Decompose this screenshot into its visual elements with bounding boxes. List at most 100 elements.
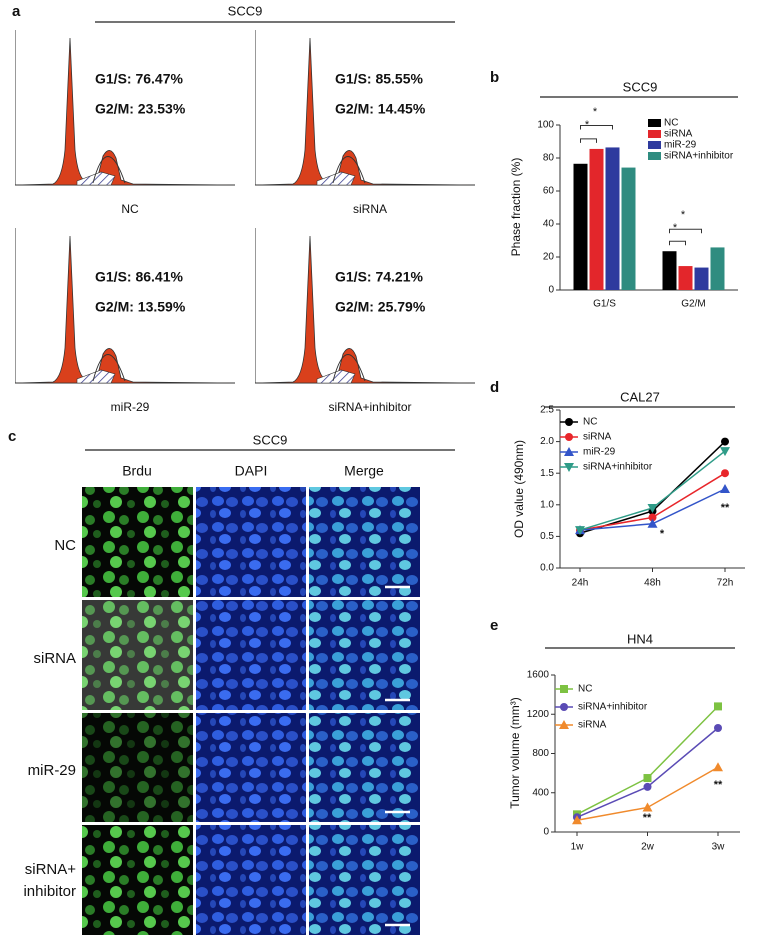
y-tick-label: 20 bbox=[543, 252, 555, 263]
legend-label: siRNA+inhibitor bbox=[664, 151, 734, 162]
y-tick-label: 1200 bbox=[527, 709, 550, 720]
chart-title: HN4 bbox=[627, 631, 653, 646]
histogram-label: siRNA bbox=[353, 202, 387, 216]
marker bbox=[648, 513, 657, 522]
column-header: DAPI bbox=[235, 463, 268, 479]
legend-marker bbox=[560, 685, 568, 693]
histogram-label: NC bbox=[121, 202, 139, 216]
bar bbox=[621, 167, 636, 290]
y-tick-label: 2.0 bbox=[540, 436, 554, 447]
legend-swatch bbox=[648, 141, 661, 149]
bar bbox=[694, 267, 709, 290]
marker bbox=[721, 469, 729, 478]
column-header: Brdu bbox=[122, 463, 152, 479]
bar bbox=[678, 266, 693, 290]
x-tick-label: G1/S bbox=[593, 299, 616, 310]
legend-swatch bbox=[648, 119, 661, 127]
legend-marker bbox=[564, 463, 574, 472]
marker bbox=[647, 518, 658, 528]
significance-bracket bbox=[580, 124, 613, 130]
legend-marker bbox=[565, 433, 573, 441]
significance-mark: * bbox=[681, 209, 686, 221]
legend-label: miR-29 bbox=[583, 447, 616, 458]
marker bbox=[575, 526, 585, 536]
x-tick-label: 3w bbox=[712, 842, 726, 853]
y-tick-label: 0.0 bbox=[540, 563, 554, 574]
bar bbox=[662, 251, 677, 290]
bar bbox=[573, 163, 588, 290]
significance-mark: * bbox=[593, 106, 598, 118]
g2m-fraction: G2/M: 25.79% bbox=[335, 299, 426, 315]
x-tick-label: 1w bbox=[571, 842, 585, 853]
legend-swatch bbox=[648, 152, 661, 160]
g2m-fraction: G2/M: 14.45% bbox=[335, 101, 426, 117]
x-tick-label: 72h bbox=[717, 578, 734, 589]
panel-label: d bbox=[490, 379, 499, 396]
legend-label: siRNA+inhibitor bbox=[578, 702, 648, 713]
marker bbox=[572, 815, 582, 825]
legend-swatch bbox=[648, 130, 661, 138]
y-tick-label: 1600 bbox=[527, 670, 550, 681]
significance-mark: ** bbox=[714, 779, 723, 791]
y-tick-label: 1.5 bbox=[540, 468, 554, 479]
histogram-label: siRNA+inhibitor bbox=[328, 400, 411, 414]
marker bbox=[714, 702, 722, 711]
row-label: miR-29 bbox=[28, 762, 76, 779]
x-tick-label: 24h bbox=[572, 578, 589, 589]
histogram-label: miR-29 bbox=[111, 400, 150, 414]
legend-marker bbox=[560, 703, 568, 711]
y-tick-label: 0 bbox=[548, 285, 554, 296]
y-tick-label: 800 bbox=[532, 748, 549, 759]
marker bbox=[713, 762, 723, 772]
significance-mark: * bbox=[673, 222, 678, 234]
legend-label: NC bbox=[664, 118, 678, 129]
marker bbox=[720, 484, 730, 493]
bar bbox=[710, 247, 725, 290]
bar bbox=[605, 147, 620, 290]
significance-bracket bbox=[580, 138, 597, 143]
significance-mark: * bbox=[660, 528, 665, 540]
g1s-fraction: G1/S: 76.47% bbox=[95, 71, 183, 87]
row-label: siRNA+ bbox=[25, 861, 77, 878]
marker bbox=[643, 782, 652, 791]
y-axis-label: Tumor volume (mm³) bbox=[508, 697, 522, 809]
legend-label: siRNA bbox=[578, 720, 607, 731]
y-tick-label: 400 bbox=[532, 787, 549, 798]
significance-mark: * bbox=[585, 119, 590, 131]
panel-title: SCC9 bbox=[228, 3, 263, 18]
panel-label: a bbox=[12, 3, 21, 20]
y-tick-label: 0 bbox=[543, 827, 549, 838]
significance-mark: ** bbox=[643, 812, 652, 824]
x-tick-label: G2/M bbox=[681, 299, 705, 310]
marker bbox=[721, 437, 729, 446]
marker bbox=[720, 447, 730, 457]
y-tick-label: 0.5 bbox=[540, 531, 554, 542]
legend-label: siRNA+inhibitor bbox=[583, 462, 653, 473]
y-tick-label: 80 bbox=[543, 153, 555, 164]
legend-label: siRNA bbox=[583, 432, 612, 443]
g2m-fraction: G2/M: 13.59% bbox=[95, 299, 186, 315]
g2m-fraction: G2/M: 23.53% bbox=[95, 101, 186, 117]
panel-title: SCC9 bbox=[253, 432, 288, 447]
bar bbox=[589, 148, 604, 290]
g1s-fraction: G1/S: 85.55% bbox=[335, 71, 423, 87]
legend-marker bbox=[565, 418, 573, 426]
y-tick-label: 60 bbox=[543, 186, 555, 197]
y-tick-label: 2.5 bbox=[540, 405, 554, 416]
marker bbox=[642, 802, 653, 812]
legend-label: NC bbox=[578, 684, 592, 695]
row-label: inhibitor bbox=[23, 883, 76, 900]
significance-bracket bbox=[669, 228, 702, 234]
panel-label: e bbox=[490, 617, 498, 634]
significance-bracket bbox=[669, 240, 686, 246]
y-tick-label: 1.0 bbox=[540, 499, 554, 510]
panel-label: b bbox=[490, 69, 499, 86]
g1s-fraction: G1/S: 74.21% bbox=[335, 269, 423, 285]
row-label: siRNA bbox=[33, 650, 76, 667]
legend-label: miR-29 bbox=[664, 140, 697, 151]
marker bbox=[643, 774, 652, 783]
legend-marker bbox=[564, 447, 574, 456]
marker bbox=[714, 723, 722, 732]
panel-label: c bbox=[8, 428, 16, 445]
